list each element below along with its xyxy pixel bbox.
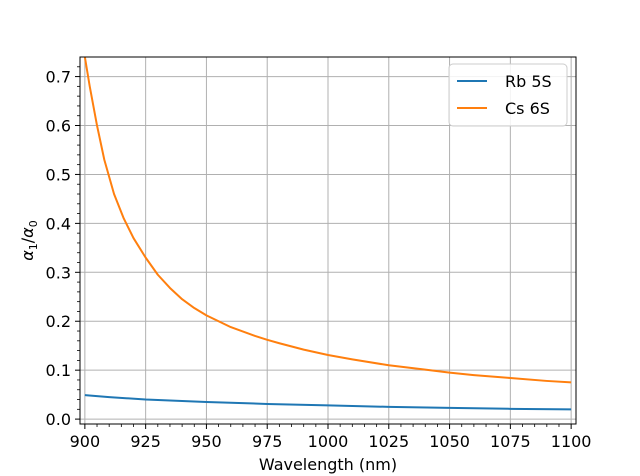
legend-label-1: Cs 6S bbox=[505, 99, 550, 118]
legend-box bbox=[448, 63, 568, 127]
legend-label-0: Rb 5S bbox=[505, 72, 552, 91]
x-tick-label: 1075 bbox=[490, 432, 531, 451]
x-tick-label: 1000 bbox=[308, 432, 349, 451]
x-tick-label: 1050 bbox=[429, 432, 470, 451]
x-tick-label: 900 bbox=[70, 432, 101, 451]
series-line-1 bbox=[83, 57, 572, 384]
x-tick-label: 1025 bbox=[368, 432, 409, 451]
y-label-sub-1: 1 bbox=[27, 243, 40, 250]
y-tick-label: 0.0 bbox=[46, 410, 71, 429]
y-label-alpha-1: α bbox=[18, 250, 37, 261]
y-tick-label: 0.5 bbox=[46, 165, 71, 184]
y-axis-label: α1/α0 bbox=[18, 220, 40, 260]
x-tick-label: 1100 bbox=[551, 432, 592, 451]
y-label-sub-0: 0 bbox=[27, 220, 40, 227]
y-tick-label: 0.3 bbox=[46, 263, 71, 282]
ticks: 900 925 950 975 1000 1025 1050 1075 1100 0.0 0.1 0.… bbox=[46, 66, 592, 451]
y-tick-label: 0.6 bbox=[46, 117, 71, 136]
series-layer bbox=[83, 57, 572, 411]
y-label-alpha-0: α bbox=[18, 227, 37, 238]
x-axis-label: Wavelength (nm) bbox=[259, 455, 397, 474]
y-tick-label: 0.4 bbox=[46, 214, 71, 233]
x-tick-label: 975 bbox=[252, 432, 283, 451]
y-tick-label: 0.1 bbox=[46, 361, 71, 380]
legend: Rb 5S Cs 6S bbox=[448, 63, 568, 127]
y-tick-label: 0.2 bbox=[46, 312, 71, 331]
y-label-slash: / bbox=[18, 237, 37, 243]
x-tick-label: 950 bbox=[191, 432, 222, 451]
y-tick-label: 0.7 bbox=[46, 68, 71, 87]
series-line-0 bbox=[84, 394, 572, 411]
x-tick-label: 925 bbox=[130, 432, 161, 451]
